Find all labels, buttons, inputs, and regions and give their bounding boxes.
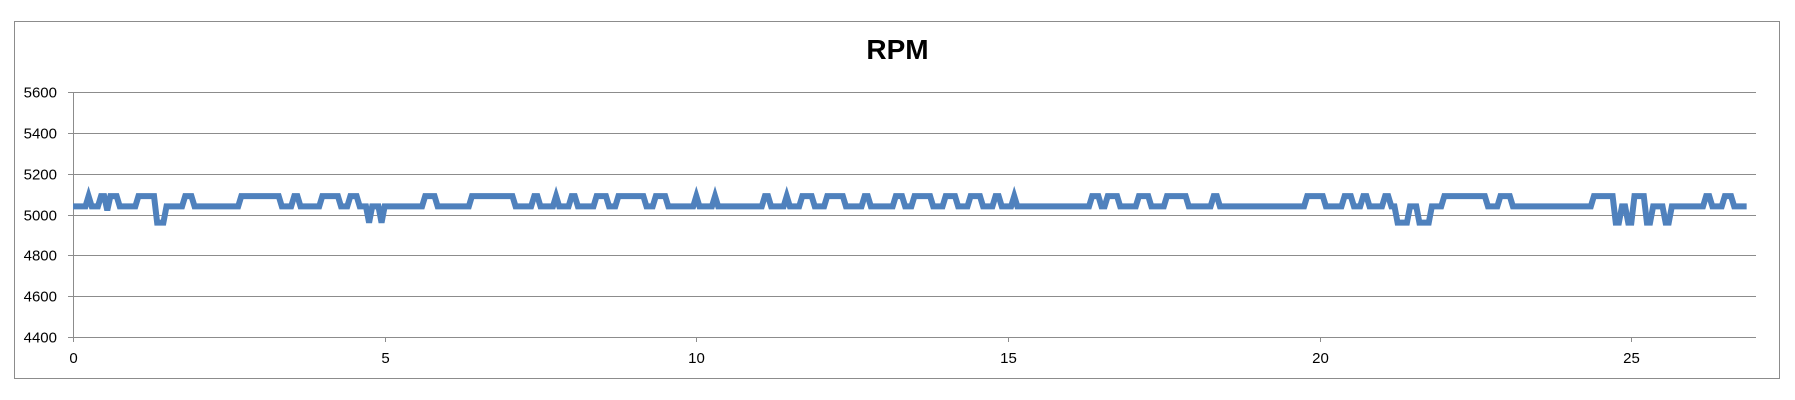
x-tick-label: 0 (69, 350, 77, 367)
x-tick-label: 20 (1312, 350, 1329, 367)
y-tick-label: 4400 (24, 330, 57, 347)
axes (68, 92, 1756, 342)
x-tick-label: 10 (688, 350, 705, 367)
x-tick-label: 15 (1000, 350, 1017, 367)
series-line-rpm (73, 185, 1747, 226)
gridlines (73, 92, 1756, 338)
x-tick-label: 25 (1623, 350, 1640, 367)
y-tick-labels: 4400 4600 4800 5000 5200 5400 5600 (24, 85, 57, 347)
y-tick-label: 5200 (24, 167, 57, 184)
y-tick-label: 4600 (24, 289, 57, 306)
series (73, 185, 1747, 226)
y-tick-label: 5400 (24, 126, 57, 143)
x-tick-label: 5 (381, 350, 389, 367)
y-tick-label: 4800 (24, 248, 57, 265)
y-tick-label: 5000 (24, 208, 57, 225)
chart-title: RPM (866, 34, 929, 65)
y-tick-label: 5600 (24, 85, 57, 102)
x-tick-labels: 0 5 10 15 20 25 (69, 350, 1640, 367)
